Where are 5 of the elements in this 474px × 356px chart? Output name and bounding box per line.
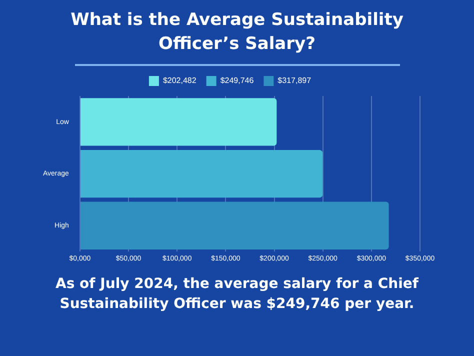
legend-label: $249,746 bbox=[220, 76, 254, 86]
legend-label: $202,482 bbox=[162, 76, 197, 86]
text: As of July 2024, the average salary for a Chief Sustainability Officer was $249,746 per year. bbox=[54, 275, 420, 314]
chart-title: What is the Average Sustainability Officer’s Salary? bbox=[70, 9, 404, 56]
legend-label: $317,897 bbox=[278, 76, 312, 86]
